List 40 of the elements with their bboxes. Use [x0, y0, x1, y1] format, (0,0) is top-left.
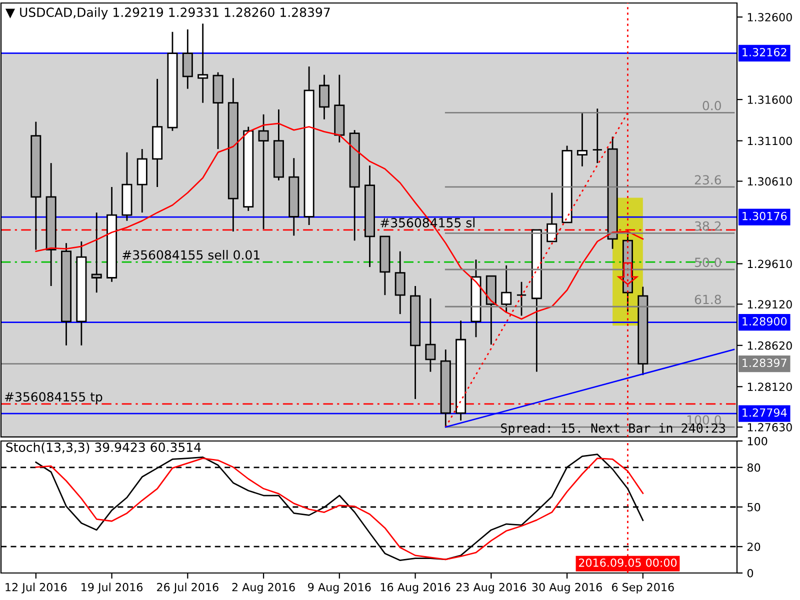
- ref-line-label: 1.28900: [742, 317, 787, 326]
- chart-title: ▼ USDCAD,Daily 1.29219 1.29331 1.28260 1.28397: [5, 7, 330, 20]
- y-tick-label: 1.28620: [748, 341, 792, 350]
- series-label: 23.6: [694, 175, 722, 185]
- y-tick-label: 20: [748, 542, 760, 551]
- ref-line-label: #356084155 tp: [5, 392, 102, 404]
- ref-line-label: #356084155 sell 0.01: [122, 250, 260, 260]
- y-tick-label: 50: [748, 502, 760, 512]
- x-tick-label: 2 Aug 2016: [232, 582, 295, 594]
- series-label: 38.2: [694, 221, 721, 231]
- ref-line-label: 1.30176: [742, 212, 787, 220]
- annotation: Spread: 15. Next Bar in 240:23: [501, 423, 726, 436]
- y-tick-label: 1.28120: [748, 382, 792, 392]
- series-label: 0.0: [702, 100, 721, 110]
- annotation: 2016.09.05 00:00: [578, 558, 677, 567]
- y-tick-label: 1.32600: [748, 13, 792, 22]
- x-tick-label: 30 Aug 2016: [532, 582, 602, 594]
- y-tick-label: 1.31100: [748, 136, 792, 146]
- x-tick-label: 16 Aug 2016: [380, 582, 450, 594]
- x-tick-label: 23 Aug 2016: [456, 582, 526, 594]
- x-tick-label: 19 Jul 2016: [82, 582, 143, 594]
- ref-line-label: 1.27794: [742, 408, 787, 417]
- x-tick-label: 26 Jul 2016: [157, 582, 218, 594]
- x-tick-label: 6 Sep 2016: [612, 582, 674, 594]
- y-tick-label: 1.29610: [748, 260, 792, 268]
- y-tick-label: 100: [748, 436, 768, 446]
- x-tick-label: 12 Jul 2016: [6, 582, 67, 594]
- y-tick-label: 1.27630: [748, 423, 792, 432]
- y-tick-label: 1.29120: [748, 300, 792, 309]
- chart-title: Stoch(13,3,3) 39.9423 60.3514: [6, 442, 201, 454]
- ref-line-label: 1.32162: [742, 48, 786, 56]
- x-tick-label: 9 Aug 2016: [308, 582, 371, 594]
- y-tick-label: 1.30610: [748, 177, 792, 186]
- y-tick-label: 0: [747, 568, 754, 578]
- series-label: 61.8: [694, 294, 721, 304]
- ref-line-label: 1.28397: [742, 358, 786, 368]
- y-tick-label: 80: [747, 463, 760, 472]
- y-tick-label: 1.31600: [748, 96, 792, 104]
- series-label: 50.0: [694, 258, 721, 268]
- series-label: 100.0: [687, 415, 721, 425]
